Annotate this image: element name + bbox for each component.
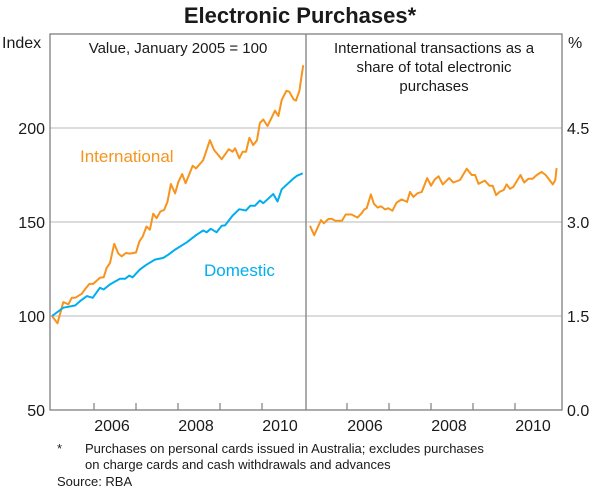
gridlines [50,127,562,317]
y-tick-label: 150 [18,215,45,232]
right-panel-label-1: International transactions as a [334,40,535,57]
x-ticks [93,403,516,410]
series-line-international [51,65,305,325]
x-tick-label: 2008 [431,418,467,435]
x-tick-label: 2010 [515,418,551,435]
y-tick-label: 0.0 [567,403,589,420]
x-tick-label: 2006 [347,418,383,435]
left-axis-title: Index [2,35,41,52]
right-axis-title: % [568,35,582,52]
tick-labels: 200 150 100 50 2006 2008 2010 4.5 3.0 1.5 0.0 2006 2… [18,121,589,435]
chart-title: Electronic Purchases* [184,3,417,28]
y-tick-label: 4.5 [567,121,589,138]
y-tick-label: 200 [18,121,45,138]
y-tick-label: 100 [18,309,45,326]
x-tick-label: 2006 [94,418,130,435]
series-line-domestic [51,172,304,317]
footnote-marker: * [57,441,62,456]
y-tick-label: 3.0 [567,215,589,232]
legend-domestic: Domestic [204,261,275,280]
y-tick-label: 50 [27,403,45,420]
series-line-international-share [309,167,558,237]
footnote-line-2: on charge cards and cash withdrawals and… [85,457,391,472]
y-tick-label: 1.5 [567,309,589,326]
left-panel-label: Value, January 2005 = 100 [89,40,268,57]
source-note: Source: RBA [57,474,132,489]
right-panel-label-2: share of total electronic [356,59,512,76]
x-tick-label: 2010 [262,418,298,435]
series-lines [51,65,558,325]
x-tick-label: 2008 [178,418,214,435]
right-panel-label-3: purchases [399,78,468,95]
legend-international: International [80,147,174,166]
footnote-line-1: Purchases on personal cards issued in Au… [85,441,484,456]
